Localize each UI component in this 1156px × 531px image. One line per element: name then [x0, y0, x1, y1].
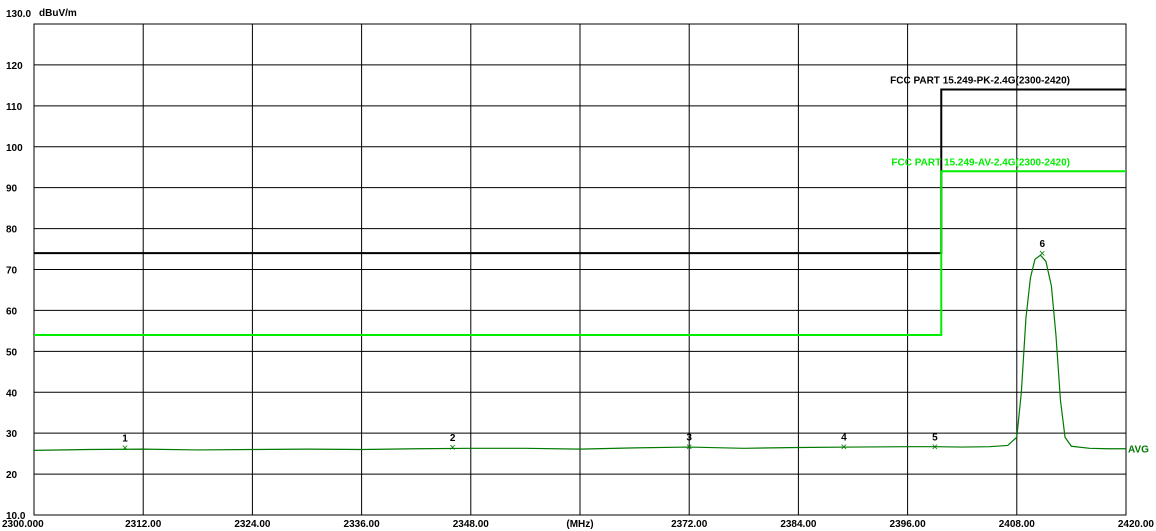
x-unit-label: (MHz)	[566, 519, 593, 530]
marker-label: 5	[932, 433, 938, 444]
limit-line-label: FCC PART 15.249-PK-2.4G(2300-2420)	[890, 75, 1070, 86]
trace-avg	[33, 254, 1126, 451]
y-tick-label: 40	[6, 388, 18, 399]
x-tick-label: 2396.00	[890, 519, 927, 530]
x-tick-label: 2312.00	[125, 519, 162, 530]
x-tick-label: 2336.00	[344, 519, 381, 530]
y-tick-label: 90	[6, 184, 18, 195]
marker-label: 2	[450, 433, 456, 444]
y-tick-label: 130.0	[6, 9, 31, 20]
y-tick-label: 70	[6, 266, 18, 277]
y-tick-label: 20	[6, 470, 18, 481]
marker-x-icon: ×	[449, 442, 455, 454]
x-tick-label: 2384.00	[780, 519, 817, 530]
limit-line-av	[34, 170, 1126, 336]
x-tick-labels: 2300.000 2312.00 2324.00 2336.00 2348.00 2372…	[2, 519, 1154, 530]
x-tick-label: 2372.00	[671, 519, 708, 530]
x-tick-label: 2420.00	[1118, 519, 1155, 530]
marker-label: 4	[841, 432, 847, 443]
trace-group: AVG	[33, 254, 1149, 456]
x-tick-label: 2348.00	[453, 519, 490, 530]
marker-x-icon: ×	[932, 442, 938, 454]
x-tick-label: 2324.00	[234, 519, 271, 530]
y-tick-label: 100	[6, 143, 23, 154]
y-tick-label: 10.0	[6, 511, 26, 522]
limit-lines: FCC PART 15.249-PK-2.4G(2300-2420) FCC PA…	[34, 75, 1126, 336]
marker-label: 6	[1039, 239, 1045, 250]
x-tick-label: 2300.000	[2, 519, 44, 530]
marker-label: 1	[122, 433, 128, 444]
marker-x-icon: ×	[1039, 248, 1045, 260]
marker-x-icon: ×	[122, 442, 128, 454]
y-tick-label: 110	[6, 102, 23, 113]
y-tick-label: 120	[6, 61, 23, 72]
y-tick-label: 60	[6, 306, 18, 317]
x-tick-label: 2408.00	[999, 519, 1036, 530]
marker-x-icon: ×	[841, 441, 847, 453]
trace-label: AVG	[1128, 445, 1149, 456]
y-tick-label: 80	[6, 225, 18, 236]
marker-x-icon: ×	[686, 441, 692, 453]
y-tick-labels: 10.0 20 30 40 50 60 70 80 90 100 110 120 130.0	[6, 9, 31, 522]
limit-line-label: FCC PART 15.249-AV-2.4G(2300-2420)	[891, 157, 1070, 168]
grid-lines	[34, 24, 1126, 515]
marker-label: 3	[686, 432, 692, 443]
y-tick-label: 30	[6, 429, 18, 440]
y-tick-label: 50	[6, 347, 18, 358]
y-unit-label: dBuV/m	[39, 8, 77, 19]
marker-group: ×1×2×3×4×5×6	[122, 239, 1046, 454]
